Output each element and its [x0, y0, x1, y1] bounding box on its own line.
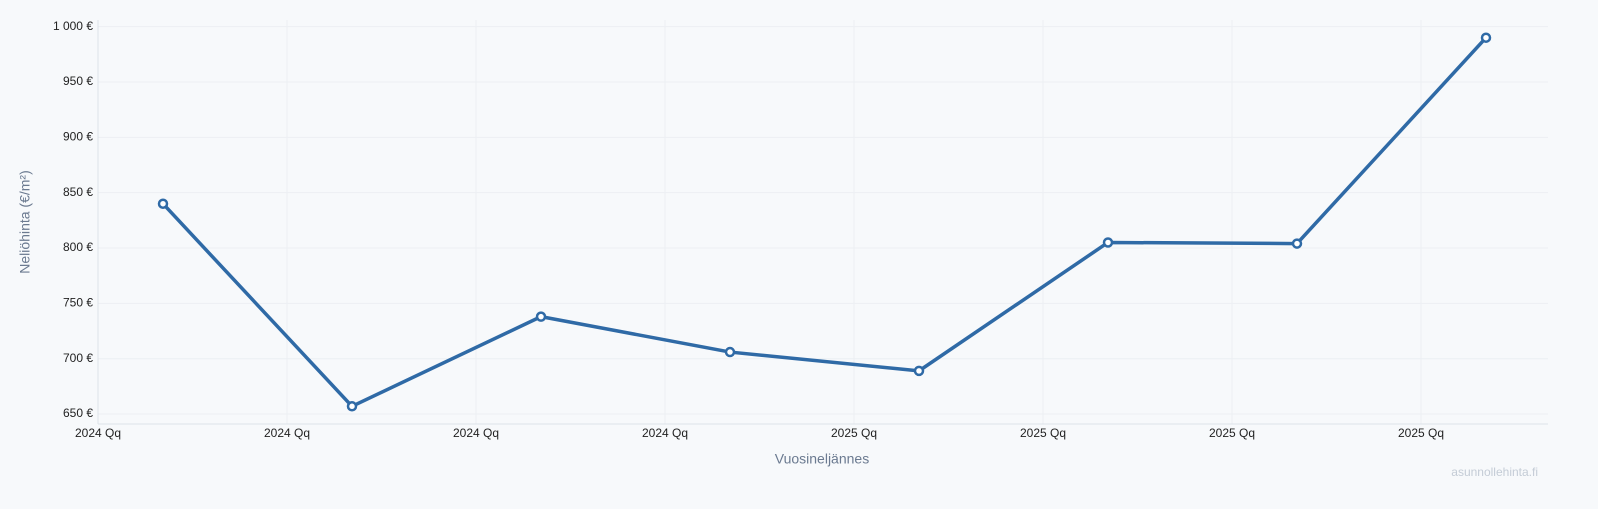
y-tick-label: 700 € [63, 351, 93, 365]
x-tick-label: 2025 Qq [1398, 426, 1444, 440]
x-tick-label: 2024 Qq [264, 426, 310, 440]
x-tick-label: 2025 Qq [1020, 426, 1066, 440]
x-tick-label: 2024 Qq [453, 426, 499, 440]
point [1480, 32, 1492, 43]
point [1291, 238, 1303, 249]
x-tick-label: 2025 Qq [831, 426, 877, 440]
watermark: asunnollehinta.fi [1451, 465, 1538, 479]
x-tick-label: 2024 Qq [75, 426, 121, 440]
y-axis-title: Neliöhinta (€/m²) [17, 170, 33, 273]
x-axis-title: Vuosineljännes [775, 451, 869, 467]
point [1102, 237, 1114, 248]
point [157, 198, 169, 209]
y-tick-label: 900 € [63, 129, 93, 143]
x-tick-label: 2024 Qq [642, 426, 688, 440]
y-tick-label: 800 € [63, 240, 93, 254]
x-tick-label: 2025 Qq [1209, 426, 1255, 440]
point [346, 401, 358, 412]
y-tick-label: 950 € [63, 74, 93, 88]
y-tick-label: 750 € [63, 296, 93, 310]
y-tick-label: 650 € [63, 406, 93, 420]
point [535, 311, 547, 322]
y-tick-label: 850 € [63, 185, 93, 199]
line [161, 36, 1488, 409]
point [724, 346, 736, 358]
point [913, 365, 925, 377]
y-tick-label: 1 000 € [53, 19, 93, 33]
